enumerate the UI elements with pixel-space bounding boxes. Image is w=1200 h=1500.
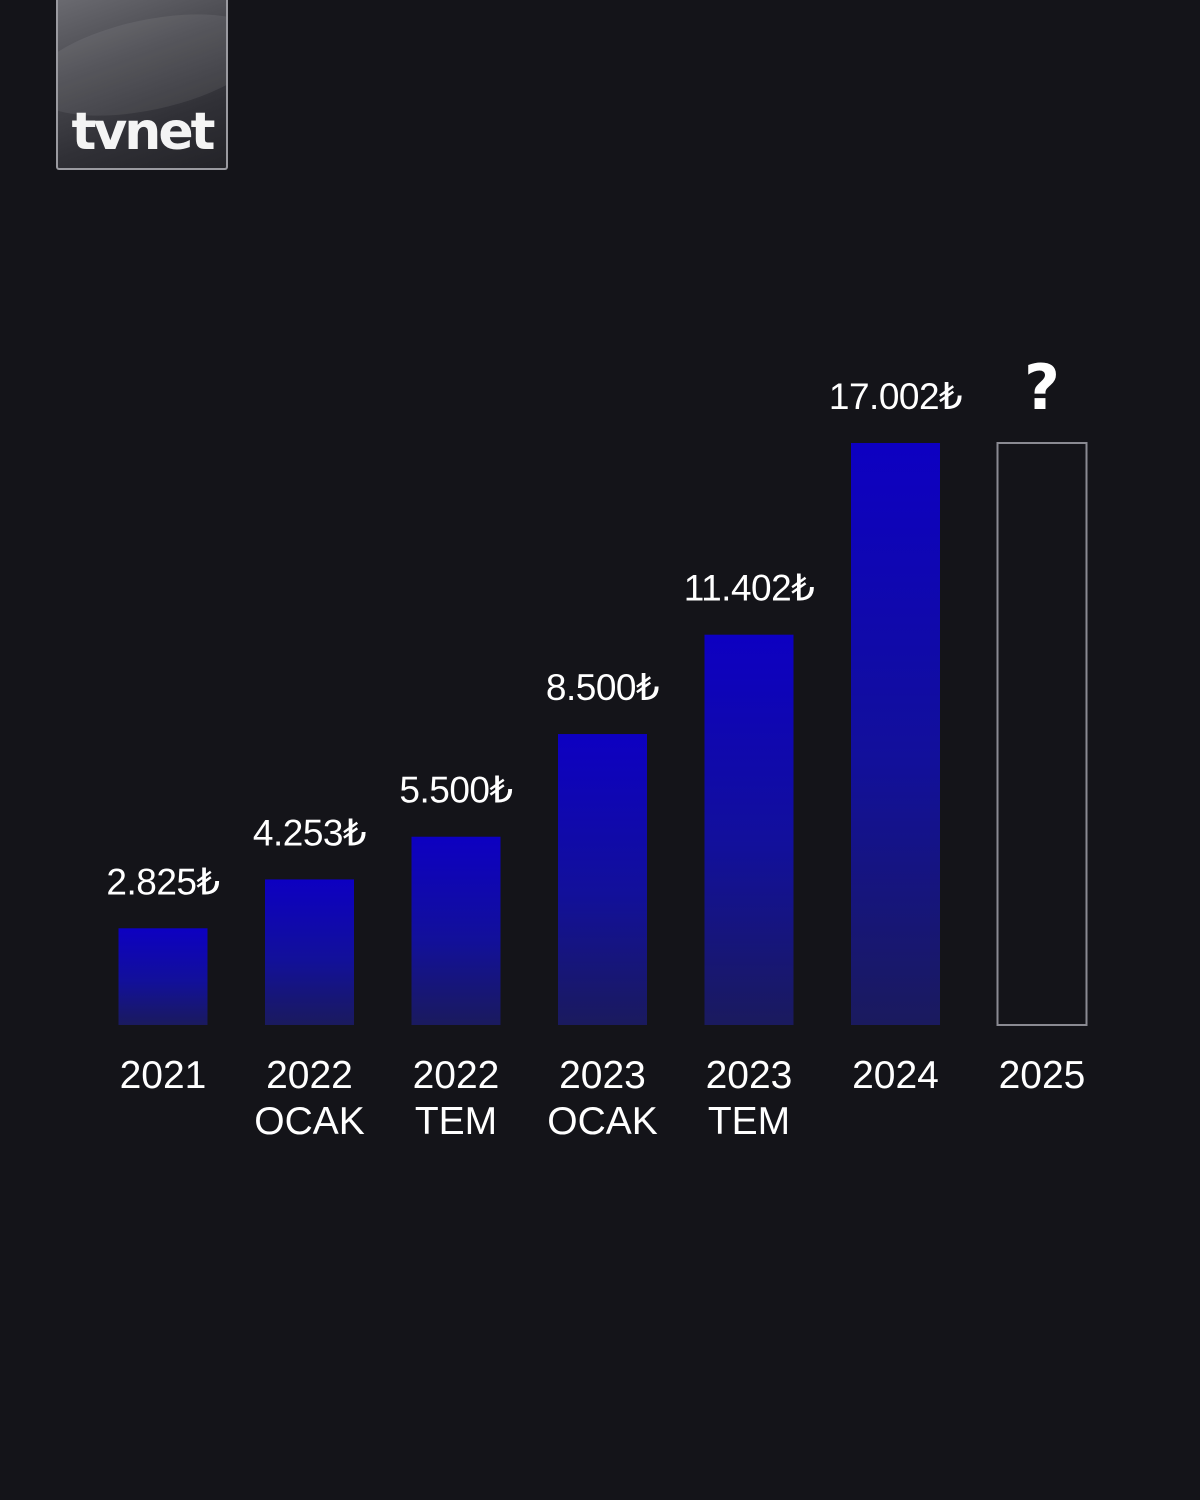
- category-label-2022-tem: 2022: [413, 1054, 500, 1097]
- value-label-2024: 17.002₺: [829, 376, 962, 417]
- category-sublabel-2022-ocak: OCAK: [254, 1100, 365, 1143]
- bar-2023-ocak: [558, 734, 647, 1025]
- value-label-2023-ocak: 8.500₺: [546, 667, 659, 708]
- bar-2025-placeholder: [996, 442, 1088, 1026]
- bar-2021: [118, 928, 208, 1025]
- bar-2022-ocak: [265, 879, 354, 1025]
- value-label-2021: 2.825₺: [106, 861, 219, 902]
- value-label-2022-ocak: 4.253₺: [253, 812, 366, 853]
- bar-2022-tem: [411, 836, 501, 1025]
- category-sublabel-2022-tem: TEM: [415, 1100, 497, 1143]
- category-label-2021: 2021: [120, 1054, 207, 1097]
- value-label-2022-tem: 5.500₺: [399, 770, 512, 811]
- bar-2023-tem: [704, 634, 794, 1025]
- logo-text: tvnet: [71, 102, 216, 162]
- category-label-2023-tem: 2023: [706, 1054, 793, 1097]
- category-sublabel-2023-ocak: OCAK: [547, 1100, 658, 1143]
- category-label-2025: 2025: [999, 1054, 1086, 1097]
- category-label-2023-ocak: 2023: [559, 1054, 646, 1097]
- value-label-2023-tem: 11.402₺: [684, 568, 814, 609]
- category-label-2022-ocak: 2022: [266, 1054, 353, 1097]
- value-label-2025: ?: [1024, 351, 1060, 424]
- category-sublabel-2023-tem: TEM: [708, 1100, 790, 1143]
- bars-group: [118, 442, 1088, 1026]
- category-label-2024: 2024: [852, 1054, 939, 1097]
- bar-2024: [851, 443, 940, 1025]
- value-labels-group: 2.825₺ 4.253₺ 5.500₺ 8.500₺ 11.402₺ 17.002₺?: [106, 351, 1060, 902]
- tvnet-logo: tvnet: [56, 0, 228, 170]
